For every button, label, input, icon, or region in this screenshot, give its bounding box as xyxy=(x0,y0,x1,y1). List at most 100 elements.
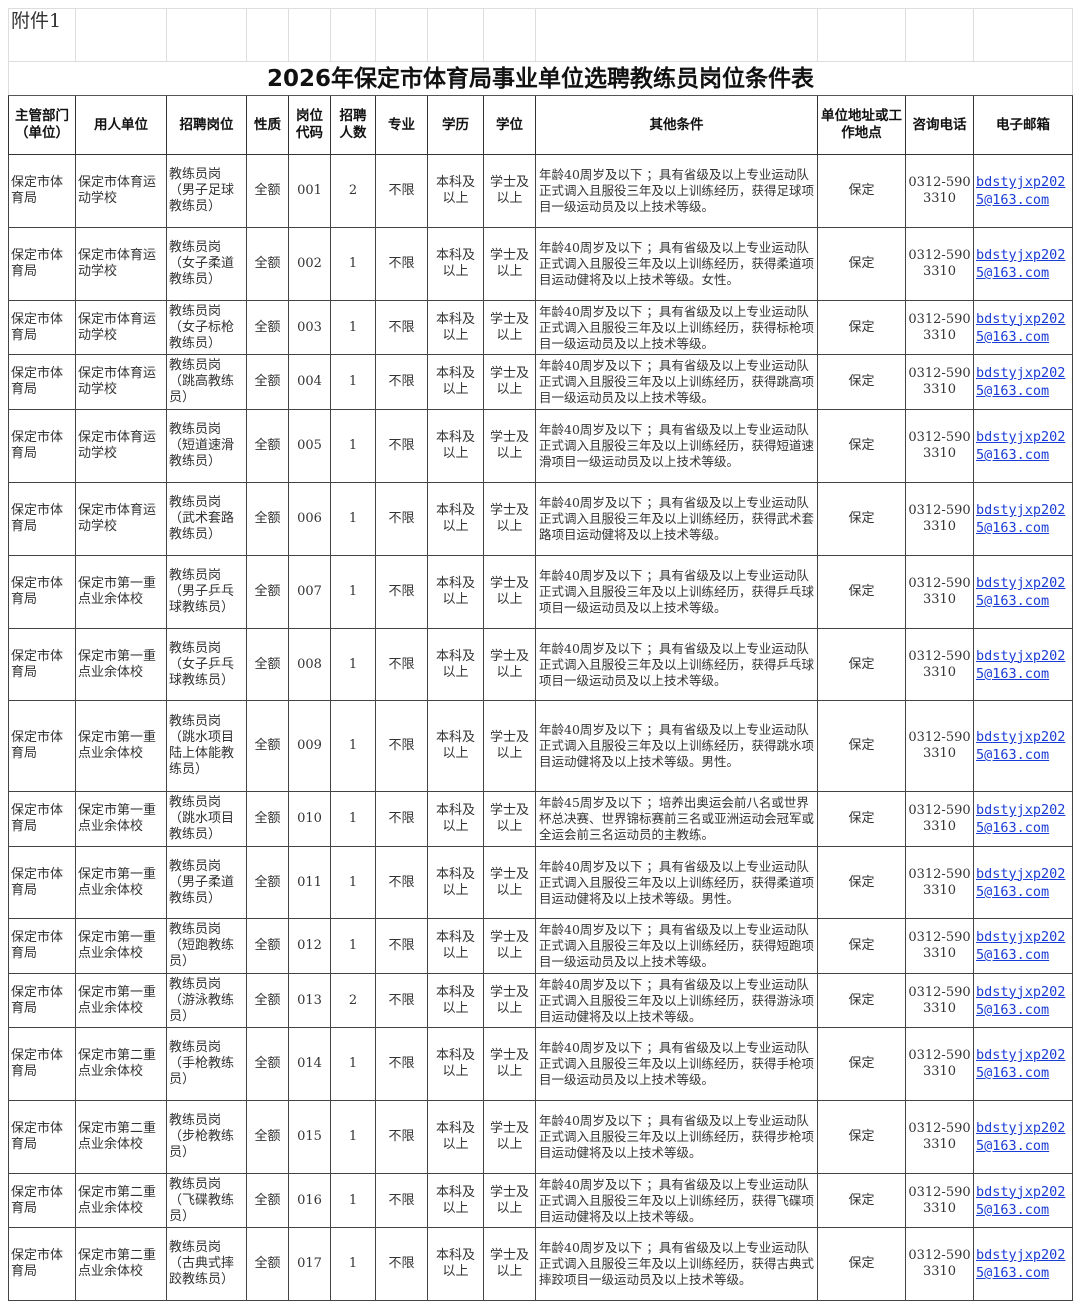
email-link[interactable]: bdstyjxp2025@163.com xyxy=(976,174,1066,208)
position-conditions-table: 附件1 2026年保定市体育局事业单位选聘教练员岗位条件表 主管部门（单位） 用人… xyxy=(8,8,1073,1301)
table-row: 保定市体育局 保定市第二重点业余体校 教练员岗（手枪教练员） 全额 014 1 不限 本科及以… xyxy=(8,1027,1073,1101)
email-link[interactable]: bdstyjxp2025@163.com xyxy=(976,1120,1066,1154)
major-cell: 不限 xyxy=(375,791,428,847)
type-cell: 全额 xyxy=(246,354,289,410)
conditions-cell: 年龄40周岁及以下 ；具有省级及以上专业运动队正式调入且服役三年及以上训练经历，… xyxy=(535,1027,818,1101)
email-link[interactable]: bdstyjxp2025@163.com xyxy=(976,983,1066,1018)
location-cell: 保定 xyxy=(817,555,906,629)
post-cell: 教练员岗（跳水项目陆上体能教练员） xyxy=(166,700,247,792)
email-link[interactable]: bdstyjxp2025@163.com xyxy=(976,365,1066,399)
email-cell: bdstyjxp2025@163.com xyxy=(973,482,1073,556)
email-cell: bdstyjxp2025@163.com xyxy=(973,1027,1073,1101)
location-cell: 保定 xyxy=(817,409,906,483)
column-header: 用人单位 xyxy=(75,95,167,155)
conditions-cell: 年龄40周岁及以下 ；具有省级及以上专业运动队正式调入且服役三年及以上训练经历，… xyxy=(535,1173,818,1228)
unit-cell: 保定市体育运动学校 xyxy=(75,482,167,556)
post-cell: 教练员岗（步枪教练员） xyxy=(166,1100,247,1174)
column-header: 招聘人数 xyxy=(330,95,376,155)
major-cell: 不限 xyxy=(375,1027,428,1101)
major-cell: 不限 xyxy=(375,409,428,483)
type-cell: 全额 xyxy=(246,846,289,919)
conditions-cell: 年龄40周岁及以下 ；具有省级及以上专业运动队正式调入且服役三年及以上训练经历，… xyxy=(535,628,818,701)
degree-cell: 学士及以上 xyxy=(483,700,536,792)
major-cell: 不限 xyxy=(375,154,428,228)
major-cell: 不限 xyxy=(375,918,428,974)
count-cell: 1 xyxy=(330,409,376,483)
table-row: 保定市体育局 保定市第一重点业余体校 教练员岗（跳水项目陆上体能教练员） 全额 009 1… xyxy=(8,700,1073,792)
email-link[interactable]: bdstyjxp2025@163.com xyxy=(976,310,1066,345)
email-link[interactable]: bdstyjxp2025@163.com xyxy=(976,575,1066,609)
document-title: 2026年保定市体育局事业单位选聘教练员岗位条件表 xyxy=(8,61,1073,96)
location-cell: 保定 xyxy=(817,918,906,974)
count-cell: 1 xyxy=(330,227,376,301)
unit-cell: 保定市第一重点业余体校 xyxy=(75,555,167,629)
email-link[interactable]: bdstyjxp2025@163.com xyxy=(976,647,1066,682)
column-header: 主管部门（单位） xyxy=(8,95,76,155)
degree-cell: 学士及以上 xyxy=(483,555,536,629)
column-header: 单位地址或工作地点 xyxy=(817,95,906,155)
phone-cell: 0312-5903310 xyxy=(905,482,974,556)
email-link[interactable]: bdstyjxp2025@163.com xyxy=(976,802,1066,836)
type-cell: 全额 xyxy=(246,482,289,556)
major-cell: 不限 xyxy=(375,555,428,629)
email-link[interactable]: bdstyjxp2025@163.com xyxy=(976,865,1066,900)
phone-cell: 0312-5903310 xyxy=(905,918,974,974)
major-cell: 不限 xyxy=(375,482,428,556)
column-header: 学位 xyxy=(483,95,536,155)
column-header: 专业 xyxy=(375,95,428,155)
degree-cell: 学士及以上 xyxy=(483,973,536,1028)
post-cell: 教练员岗（女子柔道教练员） xyxy=(166,227,247,301)
education-cell: 本科及以上 xyxy=(427,791,484,847)
email-link[interactable]: bdstyjxp2025@163.com xyxy=(976,429,1066,463)
conditions-cell: 年龄40周岁及以下 ；具有省级及以上专业运动队正式调入且服役三年及以上训练经历，… xyxy=(535,482,818,556)
phone-cell: 0312-5903310 xyxy=(905,1100,974,1174)
email-link[interactable]: bdstyjxp2025@163.com xyxy=(976,1183,1066,1218)
dept-cell: 保定市体育局 xyxy=(8,1227,76,1301)
conditions-cell: 年龄40周岁及以下 ；具有省级及以上专业运动队正式调入且服役三年及以上训练经历，… xyxy=(535,1227,818,1301)
phone-cell: 0312-5903310 xyxy=(905,846,974,919)
type-cell: 全额 xyxy=(246,409,289,483)
title-row: 2026年保定市体育局事业单位选聘教练员岗位条件表 xyxy=(8,61,1073,96)
email-cell: bdstyjxp2025@163.com xyxy=(973,791,1073,847)
type-cell: 全额 xyxy=(246,300,289,355)
column-header: 招聘岗位 xyxy=(166,95,247,155)
email-link[interactable]: bdstyjxp2025@163.com xyxy=(976,1247,1066,1281)
email-link[interactable]: bdstyjxp2025@163.com xyxy=(976,1047,1066,1081)
education-cell: 本科及以上 xyxy=(427,154,484,228)
major-cell: 不限 xyxy=(375,227,428,301)
unit-cell: 保定市体育运动学校 xyxy=(75,354,167,410)
table-row: 保定市体育局 保定市第一重点业余体校 教练员岗（跳水项目教练员） 全额 010 1 不限 本科… xyxy=(8,791,1073,847)
email-link[interactable]: bdstyjxp2025@163.com xyxy=(976,502,1066,536)
email-link[interactable]: bdstyjxp2025@163.com xyxy=(976,729,1066,763)
phone-cell: 0312-5903310 xyxy=(905,409,974,483)
unit-cell: 保定市体育运动学校 xyxy=(75,227,167,301)
degree-cell: 学士及以上 xyxy=(483,918,536,974)
post-cell: 教练员岗（短跑教练员） xyxy=(166,918,247,974)
location-cell: 保定 xyxy=(817,1227,906,1301)
email-cell: bdstyjxp2025@163.com xyxy=(973,700,1073,792)
count-cell: 1 xyxy=(330,1027,376,1101)
type-cell: 全额 xyxy=(246,791,289,847)
column-header: 其他条件 xyxy=(535,95,818,155)
phone-cell: 0312-5903310 xyxy=(905,354,974,410)
education-cell: 本科及以上 xyxy=(427,227,484,301)
conditions-cell: 年龄40周岁及以下 ；具有省级及以上专业运动队正式调入且服役三年及以上训练经历，… xyxy=(535,227,818,301)
email-link[interactable]: bdstyjxp2025@163.com xyxy=(976,247,1066,281)
code-cell: 006 xyxy=(288,482,331,556)
count-cell: 1 xyxy=(330,1227,376,1301)
post-cell: 教练员岗（武术套路教练员） xyxy=(166,482,247,556)
type-cell: 全额 xyxy=(246,555,289,629)
email-cell: bdstyjxp2025@163.com xyxy=(973,1100,1073,1174)
email-cell: bdstyjxp2025@163.com xyxy=(973,555,1073,629)
education-cell: 本科及以上 xyxy=(427,700,484,792)
degree-cell: 学士及以上 xyxy=(483,1173,536,1228)
education-cell: 本科及以上 xyxy=(427,1173,484,1228)
count-cell: 2 xyxy=(330,154,376,228)
conditions-cell: 年龄40周岁及以下 ；具有省级及以上专业运动队正式调入且服役三年及以上训练经历，… xyxy=(535,1100,818,1174)
major-cell: 不限 xyxy=(375,846,428,919)
dept-cell: 保定市体育局 xyxy=(8,846,76,919)
email-link[interactable]: bdstyjxp2025@163.com xyxy=(976,929,1066,963)
education-cell: 本科及以上 xyxy=(427,409,484,483)
count-cell: 1 xyxy=(330,846,376,919)
table-row: 保定市体育局 保定市体育运动学校 教练员岗（男子足球教练员） 全额 001 2 不限 本科及以… xyxy=(8,154,1073,228)
